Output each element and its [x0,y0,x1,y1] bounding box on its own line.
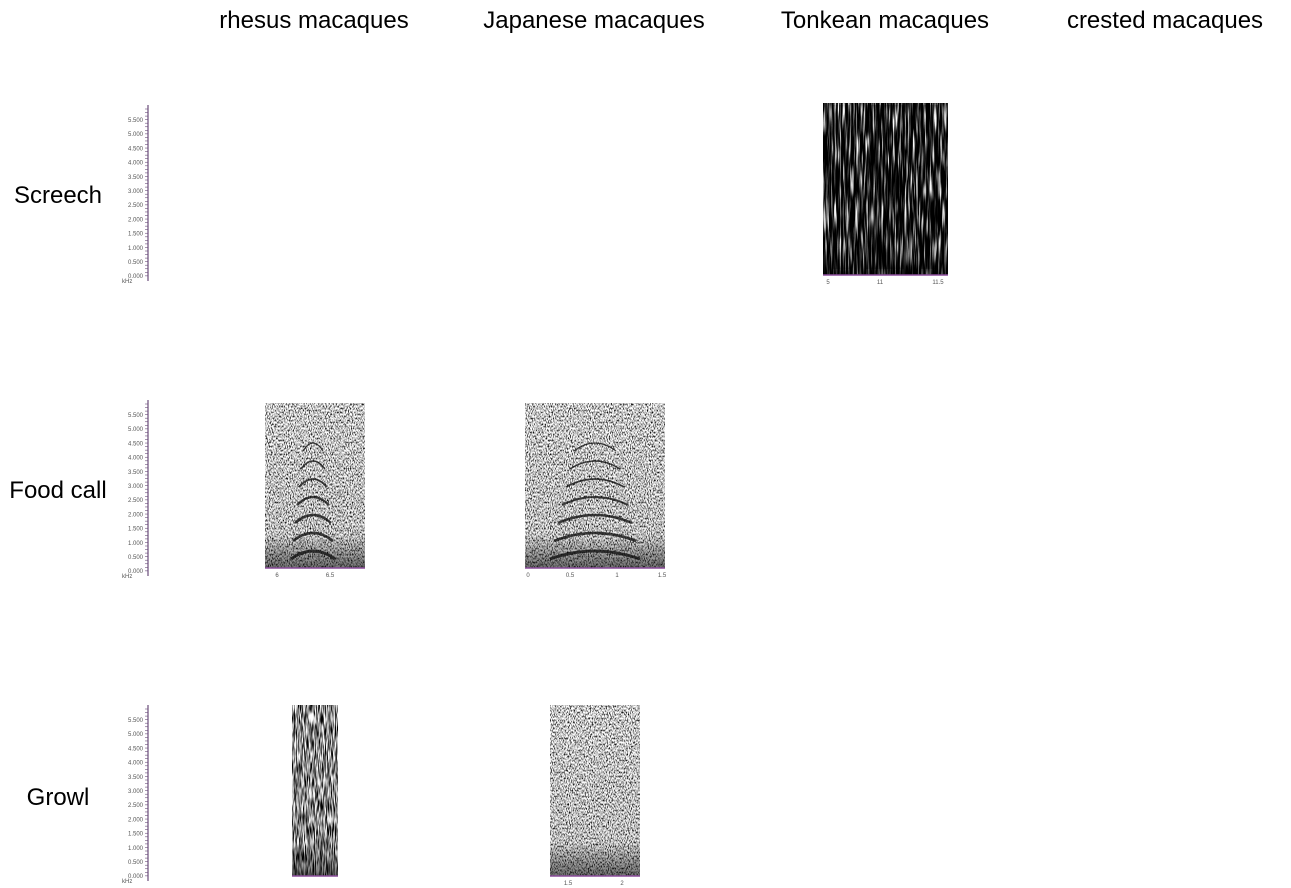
frequency-tick-label: 1.000 [128,246,144,252]
time-tick-label: 1.5 [564,881,573,887]
frequency-unit: kHz [122,574,132,580]
column-headers: rhesus macaques Japanese macaques Tonkea… [219,7,1263,34]
spectrogram: 5 11 11.5 [823,103,948,286]
harmonic [561,496,629,506]
spectrogram-floor [292,705,338,876]
spectrogram-floor [550,705,640,876]
frequency-tick-label: 0.000 [128,874,144,880]
harmonic [549,549,641,561]
call-band [832,105,850,269]
frequency-tick-label: 2.000 [128,512,144,518]
harmonic [290,549,336,561]
row-labels: Screech Food call Growl [9,182,106,811]
time-tick-label: 0.5 [566,573,575,579]
frequency-tick-label: 2.500 [128,803,144,809]
time-tick-label: 0 [526,573,530,579]
frequency-tick-label: 3.000 [128,484,144,490]
frequency-tick-label: 2.500 [128,203,144,209]
time-tick-label: 6.5 [326,573,335,579]
frequency-tick-label: 5.000 [128,132,144,138]
harmonic [569,460,621,470]
time-tick-label: 6 [275,573,279,579]
row-label: Growl [27,784,90,811]
frequency-tick-label: 5.500 [128,118,144,124]
frequency-tick-label: 4.500 [128,146,144,152]
frequency-tick-label: 2.000 [128,817,144,823]
harmonic [557,513,633,525]
spectrogram: 6 6.5 [265,403,365,579]
frequency-axis: 5.500 5.000 4.500 4.000 3.500 3.000 2.500 2.000… [122,705,149,885]
harmonic [298,478,328,488]
time-tick-label: 11.5 [932,280,944,286]
spectrogram: 1.5 2 [550,705,640,887]
frequency-tick-label: 4.500 [128,441,144,447]
frequency-axis: 5.500 5.000 4.500 4.000 3.500 3.000 2.500 2.000… [122,400,149,580]
frequency-tick-label: 4.000 [128,456,144,462]
column-header: Tonkean macaques [781,7,989,34]
row-label: Screech [14,182,102,209]
column-header: crested macaques [1067,7,1263,34]
frequency-tick-label: 5.000 [128,732,144,738]
harmonic [553,531,637,543]
frequency-tick-label: 1.000 [128,541,144,547]
frequency-tick-label: 3.500 [128,775,144,781]
frequency-tick-label: 1.500 [128,232,144,238]
time-tick-label: 1.5 [658,573,667,579]
frequency-tick-label: 4.000 [128,161,144,167]
harmonic [302,442,324,452]
time-tick-label: 11 [877,280,884,286]
frequency-tick-label: 0.500 [128,860,144,866]
frequency-tick-label: 5.500 [128,718,144,724]
frequency-unit: kHz [122,279,132,285]
harmonic [300,460,326,470]
column-header: rhesus macaques [219,7,408,34]
row-label: Food call [9,477,106,504]
harmonic [296,495,330,506]
call-band [920,105,938,269]
frequency-tick-label: 1.500 [128,832,144,838]
spectrogram: 0 0.5 1 1.5 [525,403,667,579]
column-header: Japanese macaques [483,7,704,34]
frequency-unit: kHz [122,879,132,885]
time-tick-label: 1 [615,573,619,579]
spectrogram-floor [525,403,665,568]
frequency-tick-label: 3.000 [128,789,144,795]
time-tick-label: 2 [620,881,624,887]
frequency-tick-label: 0.500 [128,260,144,266]
harmonic [294,513,332,524]
frequency-tick-label: 1.500 [128,527,144,533]
harmonic [565,478,625,488]
frequency-tick-label: 3.500 [128,470,144,476]
frequency-tick-label: 0.000 [128,274,144,280]
spectrogram-floor [265,403,365,568]
frequency-tick-label: 1.000 [128,846,144,852]
spectrogram [292,705,338,877]
frequency-tick-label: 4.000 [128,761,144,767]
frequency-tick-label: 3.000 [128,189,144,195]
frequency-tick-label: 0.500 [128,555,144,561]
frequency-tick-label: 5.500 [128,413,144,419]
frequency-axis: 5.500 5.000 4.500 4.000 3.500 3.000 2.500 2.000… [122,105,149,285]
frequency-tick-label: 0.000 [128,569,144,575]
harmonic [573,442,617,452]
frequency-tick-label: 2.500 [128,498,144,504]
call-band [866,105,904,269]
frequency-tick-label: 5.000 [128,427,144,433]
frequency-tick-label: 3.500 [128,175,144,181]
frequency-tick-label: 2.000 [128,217,144,223]
time-tick-label: 5 [826,280,830,286]
frequency-tick-label: 4.500 [128,746,144,752]
harmonic [292,531,334,543]
